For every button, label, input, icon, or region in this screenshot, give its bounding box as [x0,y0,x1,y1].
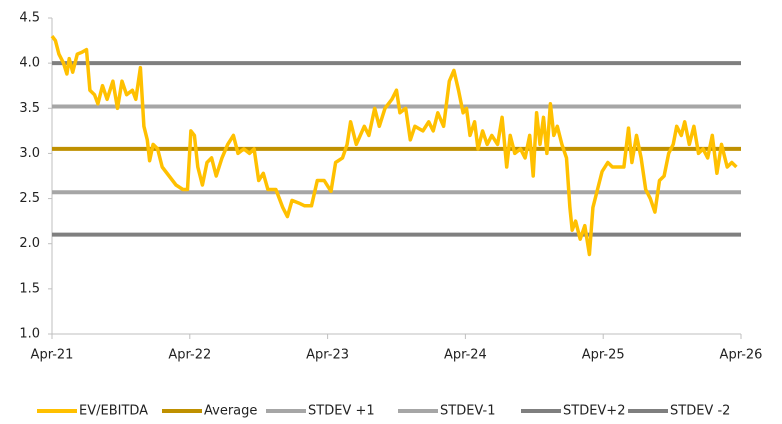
x-tick-label: Apr-23 [306,348,349,363]
y-tick-label: 2.0 [19,236,40,251]
data-line [50,35,738,257]
x-tick-label: Apr-25 [582,348,625,363]
y-tick-label: 4.5 [19,11,40,26]
legend-label: STDEV +1 [308,404,375,419]
legend-label: STDEV-1 [440,404,496,419]
y-tick-label: 3.0 [19,146,40,161]
legend-label: STDEV -2 [670,404,730,419]
x-tick-label: Apr-22 [168,348,211,363]
legend-label: EV/EBITDA [79,404,148,419]
y-tick-label: 1.0 [19,327,40,342]
y-tick-label: 1.5 [19,281,40,296]
x-tick-label: Apr-24 [444,348,487,363]
y-tick-label: 4.0 [19,56,40,71]
x-tick-label: Apr-26 [720,348,763,363]
y-tick-label: 3.5 [19,101,40,116]
legend-label: Average [204,404,257,419]
x-tick-label: Apr-21 [31,348,74,363]
legend-label: STDEV+2 [563,404,625,419]
y-tick-label: 2.5 [19,191,40,206]
